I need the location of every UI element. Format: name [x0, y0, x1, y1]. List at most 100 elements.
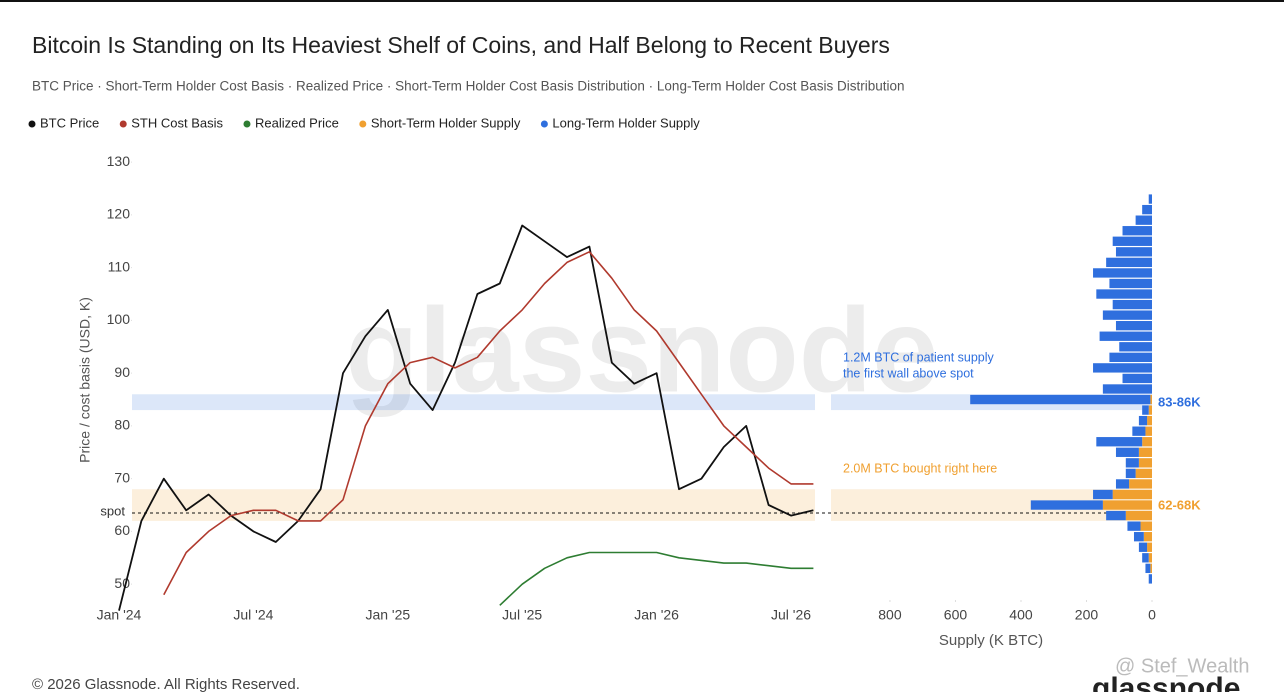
- supply-bar: [1150, 394, 1152, 405]
- x-tick-label: Jan '24: [97, 607, 142, 623]
- legend-item[interactable]: Long-Term Holder Supply: [540, 115, 700, 130]
- supply-bar: [1125, 510, 1152, 521]
- supply-bar: [1115, 247, 1152, 257]
- legend-marker: [540, 120, 548, 128]
- supply-bar: [1102, 384, 1152, 394]
- supply-bar: [1115, 321, 1152, 331]
- supply-bar: [1109, 352, 1152, 363]
- supply-bar: [1093, 268, 1152, 278]
- supply-bar: [1115, 479, 1130, 489]
- legend-marker: [119, 120, 127, 128]
- x-axis-title: Supply (K BTC): [939, 632, 1043, 649]
- legend-marker: [243, 120, 251, 128]
- supply-bar: [1147, 542, 1152, 552]
- chart-subtitle: BTC Price · Short-Term Holder Cost Basis…: [32, 79, 905, 94]
- supply-bar: [1135, 215, 1152, 225]
- legend-item[interactable]: STH Cost Basis: [119, 115, 224, 130]
- band: [132, 394, 815, 411]
- supply-bar: [1148, 574, 1152, 584]
- y-tick-label: 90: [114, 364, 130, 380]
- supply-bar: [1133, 532, 1144, 542]
- legend-label: BTC Price: [40, 115, 99, 130]
- supply-bar: [1106, 257, 1152, 268]
- supply-bar: [1140, 521, 1152, 531]
- supply-bar: [1150, 563, 1152, 574]
- legend-label: Short-Term Holder Supply: [371, 115, 521, 130]
- supply-bar: [1112, 489, 1152, 500]
- supply-bar: [1096, 289, 1152, 299]
- legend-label: Realized Price: [255, 115, 339, 130]
- series-line: [499, 551, 814, 606]
- y-tick-label: 100: [107, 311, 131, 327]
- supply-bar: [1099, 331, 1152, 341]
- legend-marker: [28, 120, 36, 128]
- supply-bar: [1145, 563, 1151, 574]
- x-tick-label: Jan '26: [634, 607, 679, 623]
- supply-bar: [1106, 510, 1126, 521]
- x-tick-label: 800: [878, 607, 902, 623]
- supply-bar: [1129, 479, 1152, 489]
- legend-label: STH Cost Basis: [131, 115, 223, 130]
- band: [132, 489, 815, 521]
- band-note: the first wall above spot: [843, 367, 974, 381]
- supply-bar: [1138, 458, 1152, 468]
- supply-bar: [1093, 363, 1152, 373]
- y-tick-label: 70: [114, 469, 130, 485]
- y-tick-label: 80: [114, 417, 130, 433]
- band-label: 62-68K: [1158, 497, 1201, 512]
- supply-bar: [1143, 532, 1152, 542]
- series-line: [118, 224, 814, 611]
- x-tick-label: Jul '25: [502, 607, 542, 623]
- y-tick-label: 120: [107, 206, 131, 222]
- supply-bar: [1122, 373, 1152, 384]
- supply-bar: [1145, 426, 1152, 436]
- supply-bar: [1109, 278, 1152, 289]
- supply-bar: [1148, 553, 1152, 563]
- supply-bar: [1102, 500, 1152, 510]
- band-note: 1.2M BTC of patient supply: [843, 351, 995, 365]
- spot-label: spot: [100, 503, 125, 518]
- supply-bar: [1115, 447, 1139, 457]
- legend-item[interactable]: Short-Term Holder Supply: [359, 115, 521, 130]
- supply-bar: [1135, 468, 1152, 479]
- supply-bar: [1138, 447, 1152, 457]
- x-tick-label: Jan '25: [365, 607, 410, 623]
- supply-bar: [1096, 437, 1143, 447]
- supply-bar: [970, 394, 1151, 405]
- supply-bar: [1142, 204, 1152, 215]
- legend-item[interactable]: BTC Price: [28, 115, 100, 130]
- x-tick-label: 400: [1009, 607, 1033, 623]
- supply-bar: [1030, 500, 1103, 510]
- supply-bar: [1138, 415, 1148, 426]
- supply-bar: [1093, 489, 1113, 500]
- x-tick-label: Jul '26: [771, 607, 811, 623]
- supply-bar: [1138, 542, 1148, 552]
- supply-bar: [1142, 553, 1149, 563]
- supply-bar: [1122, 226, 1152, 236]
- x-tick-label: 600: [944, 607, 968, 623]
- band-note: 2.0M BTC bought right here: [843, 462, 997, 476]
- x-tick-label: 0: [1148, 607, 1156, 623]
- supply-bar: [1127, 521, 1141, 531]
- supply-bar: [1119, 342, 1152, 352]
- supply-bar: [1125, 468, 1136, 479]
- supply-bar: [1142, 405, 1149, 415]
- band-label: 83-86K: [1158, 395, 1201, 410]
- y-tick-label: 110: [108, 258, 131, 274]
- legend-label: Long-Term Holder Supply: [552, 115, 700, 130]
- supply-bar: [1148, 405, 1152, 415]
- supply-bar: [1102, 310, 1152, 320]
- x-tick-label: Jul '24: [233, 607, 273, 623]
- chart-title: Bitcoin Is Standing on Its Heaviest Shel…: [32, 32, 890, 58]
- credit: @ Stef_Wealth: [1115, 655, 1249, 677]
- y-tick-label: 60: [114, 522, 130, 538]
- supply-bar: [1112, 299, 1152, 310]
- legend-marker: [359, 120, 367, 128]
- legend-item[interactable]: Realized Price: [243, 115, 339, 130]
- supply-bar: [1125, 458, 1139, 468]
- supply-bar: [1112, 236, 1152, 246]
- x-tick-label: 200: [1075, 607, 1099, 623]
- watermark: glassnode: [345, 284, 939, 418]
- y-axis-title: Price / cost basis (USD, K): [77, 297, 93, 463]
